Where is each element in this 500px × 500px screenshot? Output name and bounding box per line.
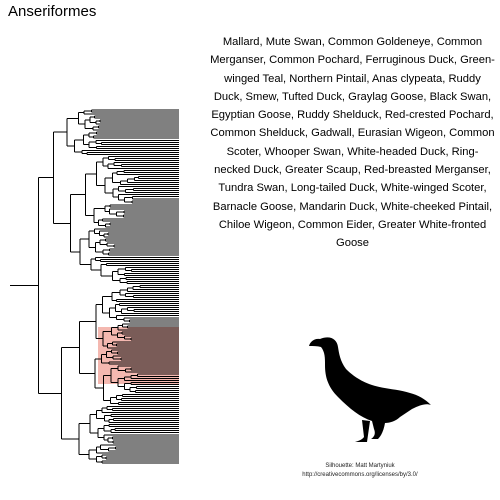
phylogenetic-tree [10,109,179,464]
species-list: Mallard, Mute Swan, Common Goldeneye, Co… [210,36,495,250]
page-title: Anseriformes [8,3,97,20]
goose-silhouette-icon [309,337,431,442]
credit-author: Silhouette: Matt Martyniuk [325,463,395,469]
silhouette-credit: Silhouette: Matt Martyniuk http://creati… [280,462,440,480]
credit-license: http://creativecommons.org/licenses/by/3… [302,472,418,478]
